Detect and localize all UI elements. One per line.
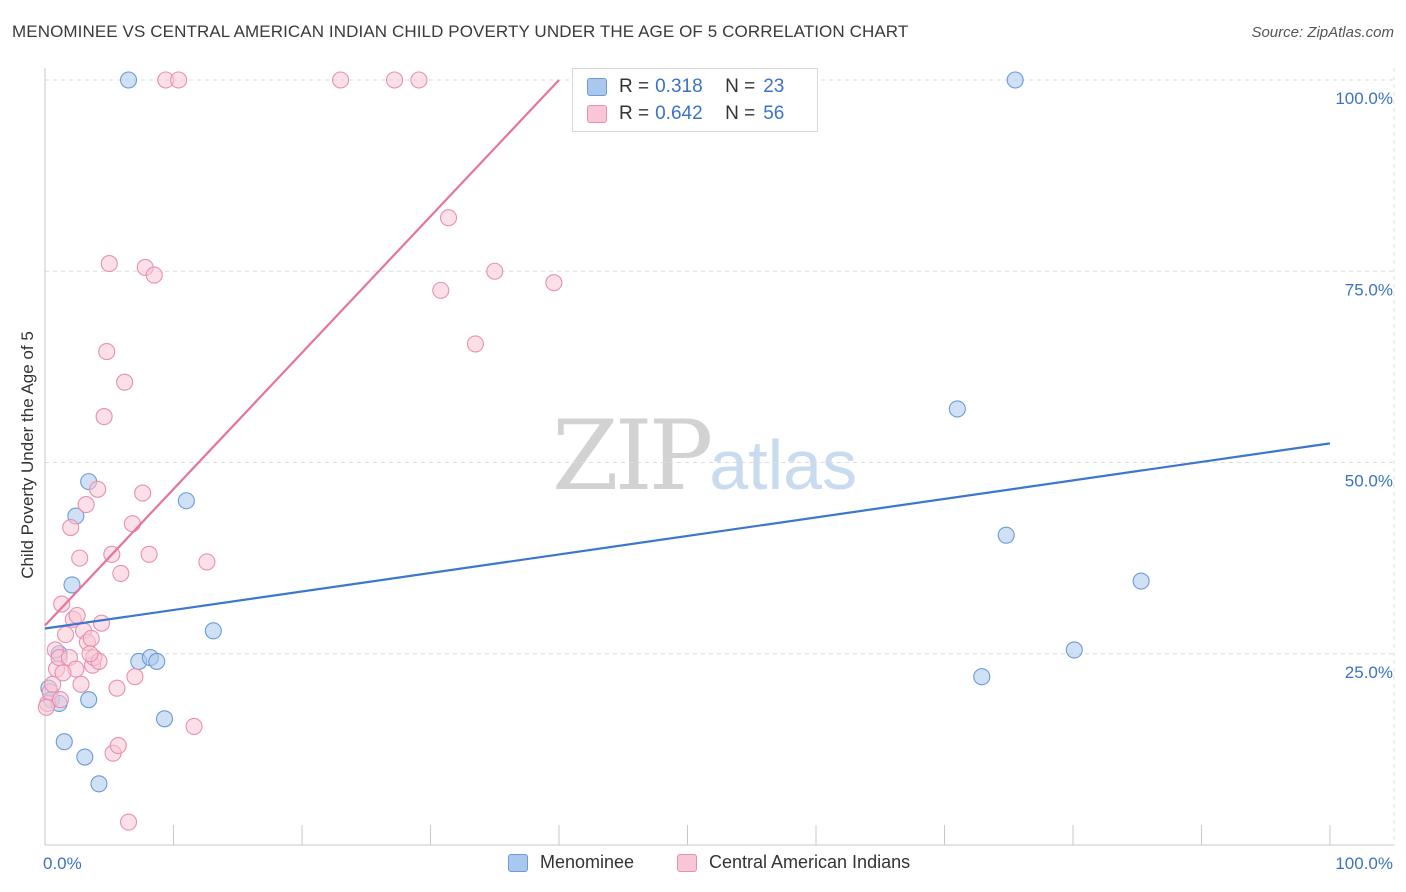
central-american-indians-point: [109, 736, 127, 755]
central-american-indians-point: [126, 668, 144, 686]
menominee-point: [204, 622, 222, 640]
menominee-point: [1006, 71, 1024, 89]
central-american-indians-point: [81, 645, 99, 663]
menominee-point: [997, 526, 1015, 544]
central-american-indians-point: [545, 274, 563, 292]
x-tick-label: 100.0%: [1335, 854, 1393, 873]
central-american-indians-point: [71, 549, 89, 567]
central-american-indians-point: [68, 606, 86, 625]
y-axis-label: Child Poverty Under the Age of 5: [18, 331, 37, 579]
central-american-indians-point: [198, 553, 216, 571]
central-american-indians-point: [385, 71, 404, 89]
legend-item-central-american-indians[interactable]: Central American Indians: [677, 852, 910, 873]
stats-box: R = 0.318 N = 23 R = 0.642 N = 56: [572, 68, 818, 132]
central-american-indians-point: [486, 262, 504, 280]
chart-title: MENOMINEE VS CENTRAL AMERICAN INDIAN CHI…: [12, 22, 909, 41]
central-american-indians-point: [116, 373, 134, 391]
central-american-indians-point: [410, 71, 428, 89]
central-american-indians-point: [54, 664, 72, 682]
stats-n-label: N =: [725, 76, 756, 97]
menominee-point: [55, 733, 73, 751]
legend-swatch-central-american-indians: [677, 853, 697, 872]
stats-swatch-menominee: [587, 78, 607, 96]
legend-item-menominee[interactable]: Menominee: [508, 852, 634, 873]
central-american-indians-point: [123, 515, 141, 533]
central-american-indians-point: [77, 496, 95, 514]
central-american-indians-point: [100, 255, 118, 273]
central-american-indians-point: [466, 335, 485, 353]
legend-label-menominee: Menominee: [540, 852, 635, 872]
menominee-point: [76, 748, 94, 766]
stats-r-value: 0.642: [655, 103, 703, 124]
stats-r-value: 0.318: [655, 76, 703, 97]
menominee-point: [155, 710, 174, 728]
central-american-indians-point: [331, 71, 350, 89]
central-american-indians-point: [134, 484, 152, 502]
central-american-indians-point: [92, 614, 111, 632]
menominee-point: [973, 668, 991, 686]
menominee-point: [948, 400, 966, 418]
menominee-point: [1065, 641, 1083, 659]
central-american-indians-point: [432, 281, 450, 299]
central-american-indians-point: [119, 813, 138, 831]
menominee-point: [119, 71, 138, 89]
central-american-indians-point: [89, 480, 107, 498]
central-american-indians-point: [82, 629, 100, 648]
central-american-indians-point: [98, 343, 116, 361]
stats-n-value: 56: [763, 103, 785, 124]
menominee-point: [1132, 572, 1150, 590]
central-american-indians-point: [108, 679, 126, 697]
central-american-indians-point: [62, 518, 80, 537]
menominee-point: [80, 691, 98, 709]
menominee-point: [90, 775, 108, 793]
y-tick-label: 75.0%: [1345, 280, 1393, 299]
legend: Menominee Central American Indians: [0, 852, 1406, 876]
central-american-indians-point: [439, 209, 458, 227]
menominee-trend-line: [44, 442, 1331, 630]
y-tick-label: 100.0%: [1335, 89, 1393, 108]
central-american-indians-point: [53, 595, 71, 613]
central-american-indians-point: [57, 626, 75, 644]
menominee-point: [148, 652, 166, 670]
x-tick-label: 0.0%: [43, 854, 82, 873]
central-american-indians-point: [185, 717, 203, 735]
central-american-indians-point: [72, 675, 90, 693]
stats-n-value: 23: [763, 76, 785, 97]
stats-row-central-american-indians: R = 0.642 N = 56: [587, 103, 784, 125]
legend-label-central-american-indians: Central American Indians: [709, 852, 911, 872]
stats-swatch-central-american-indians: [587, 105, 607, 123]
menominee-point: [63, 576, 81, 594]
central-american-indians-point: [51, 691, 69, 709]
central-american-indians-point: [112, 564, 130, 582]
y-tick-label: 25.0%: [1345, 663, 1393, 682]
stats-r-label: R =: [619, 76, 650, 97]
legend-swatch-menominee: [508, 853, 528, 872]
source-label: Source: ZipAtlas.com: [1251, 24, 1394, 41]
stats-row-menominee: R = 0.318 N = 23: [587, 76, 784, 98]
y-tick-label: 50.0%: [1345, 472, 1393, 491]
central-american-indians-point: [145, 266, 163, 284]
menominee-point: [177, 492, 195, 510]
central-american-indians-trend-line: [44, 79, 560, 627]
central-american-indians-point: [170, 71, 188, 89]
central-american-indians-point: [37, 698, 55, 716]
central-american-indians-point: [95, 408, 113, 426]
stats-r-label: R =: [619, 103, 650, 124]
stats-n-label: N =: [725, 103, 756, 124]
central-american-indians-point: [140, 545, 158, 563]
